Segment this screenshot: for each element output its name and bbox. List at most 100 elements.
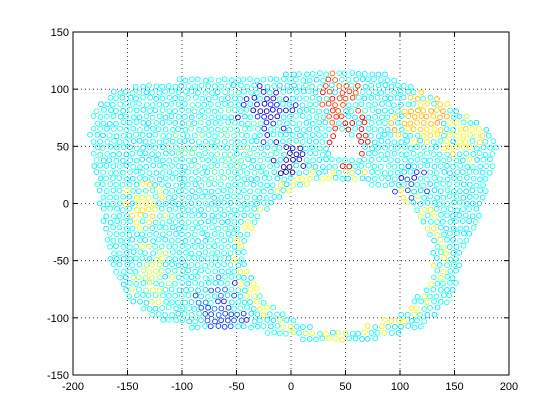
- scatter-point: [208, 76, 214, 83]
- scatter-point: [433, 255, 440, 261]
- scatter-point: [243, 268, 250, 275]
- scatter-point: [228, 114, 235, 121]
- scatter-point: [349, 70, 356, 76]
- scatter-point: [303, 82, 309, 89]
- scatter-point: [238, 206, 244, 213]
- scatter-point: [219, 157, 225, 164]
- scatter-point: [162, 236, 169, 243]
- scatter-point: [248, 310, 255, 317]
- scatter-point: [466, 169, 473, 175]
- scatter-point: [287, 76, 293, 83]
- scatter-point: [93, 169, 100, 175]
- scatter-point: [306, 126, 313, 133]
- scatter-point: [244, 304, 250, 311]
- scatter-point: [153, 95, 160, 102]
- scatter-point: [414, 293, 421, 300]
- scatter-point: [365, 76, 371, 83]
- scatter-point: [139, 243, 145, 250]
- scatter-point: [257, 95, 263, 102]
- scatter-point: [221, 323, 228, 330]
- scatter-point: [296, 156, 303, 163]
- scatter-point: [274, 126, 281, 133]
- scatter-point: [114, 218, 121, 224]
- scatter-point: [443, 126, 450, 132]
- scatter-point: [156, 113, 163, 120]
- scatter-point: [404, 311, 411, 318]
- scatter-point: [291, 82, 297, 89]
- scatter-point: [97, 162, 104, 169]
- y-tick-label: -150: [47, 370, 69, 382]
- scatter-point: [221, 261, 227, 268]
- scatter-point: [359, 150, 365, 157]
- scatter-point: [427, 94, 434, 101]
- scatter-point: [237, 269, 244, 275]
- scatter-point: [461, 144, 467, 150]
- scatter-point: [219, 219, 225, 226]
- scatter-point: [277, 156, 284, 163]
- scatter-point: [391, 163, 398, 170]
- scatter-point: [395, 169, 401, 176]
- scatter-point: [310, 157, 316, 164]
- scatter-point: [215, 101, 221, 108]
- scatter-point: [260, 188, 267, 195]
- scatter-point: [351, 176, 358, 182]
- scatter-point: [296, 71, 302, 77]
- scatter-point: [202, 249, 209, 256]
- scatter-point: [179, 317, 186, 324]
- scatter-point: [266, 89, 273, 96]
- scatter-point: [368, 330, 375, 336]
- scatter-point: [451, 199, 458, 206]
- scatter-point: [185, 107, 192, 114]
- scatter-point: [266, 175, 273, 182]
- scatter-point: [205, 193, 211, 200]
- scatter-point: [185, 120, 192, 127]
- scatter-point: [273, 76, 280, 83]
- scatter-point: [408, 108, 414, 115]
- scatter-point: [255, 188, 261, 194]
- scatter-point: [431, 163, 438, 170]
- scatter-point: [345, 102, 352, 109]
- scatter-point: [251, 206, 258, 212]
- scatter-point: [188, 162, 195, 169]
- scatter-point: [166, 94, 173, 101]
- scatter-point: [188, 176, 195, 182]
- scatter-point: [430, 151, 437, 158]
- scatter-point: [402, 156, 408, 163]
- scatter-point: [175, 201, 182, 207]
- scatter-point: [119, 207, 126, 213]
- scatter-point: [172, 256, 178, 262]
- scatter-point: [365, 102, 372, 108]
- scatter-point: [446, 132, 453, 138]
- scatter-point: [417, 137, 424, 144]
- scatter-point: [139, 181, 146, 187]
- scatter-point: [123, 250, 130, 256]
- scatter-point: [160, 317, 166, 324]
- scatter-point: [443, 299, 450, 306]
- scatter-point: [316, 132, 322, 138]
- scatter-point: [212, 280, 219, 286]
- scatter-point: [385, 101, 392, 107]
- scatter-point: [165, 267, 172, 274]
- scatter-point: [290, 182, 297, 188]
- scatter-point: [361, 156, 368, 163]
- scatter-point: [222, 274, 228, 280]
- scatter-point: [173, 231, 179, 237]
- scatter-point: [279, 311, 286, 318]
- scatter-point: [287, 150, 293, 156]
- scatter-point: [447, 230, 453, 237]
- scatter-point: [387, 132, 394, 138]
- scatter-point: [227, 250, 234, 257]
- scatter-point: [482, 188, 489, 194]
- scatter-point: [149, 311, 156, 318]
- scatter-point: [97, 114, 104, 120]
- scatter-point: [163, 150, 169, 157]
- scatter-point: [152, 219, 159, 226]
- scatter-point: [123, 162, 130, 169]
- scatter-point: [110, 163, 117, 170]
- scatter-point: [483, 126, 490, 133]
- scatter-point: [214, 138, 221, 145]
- scatter-point: [134, 145, 140, 152]
- scatter-point: [376, 156, 382, 163]
- scatter-point: [247, 286, 254, 293]
- scatter-point: [145, 206, 152, 213]
